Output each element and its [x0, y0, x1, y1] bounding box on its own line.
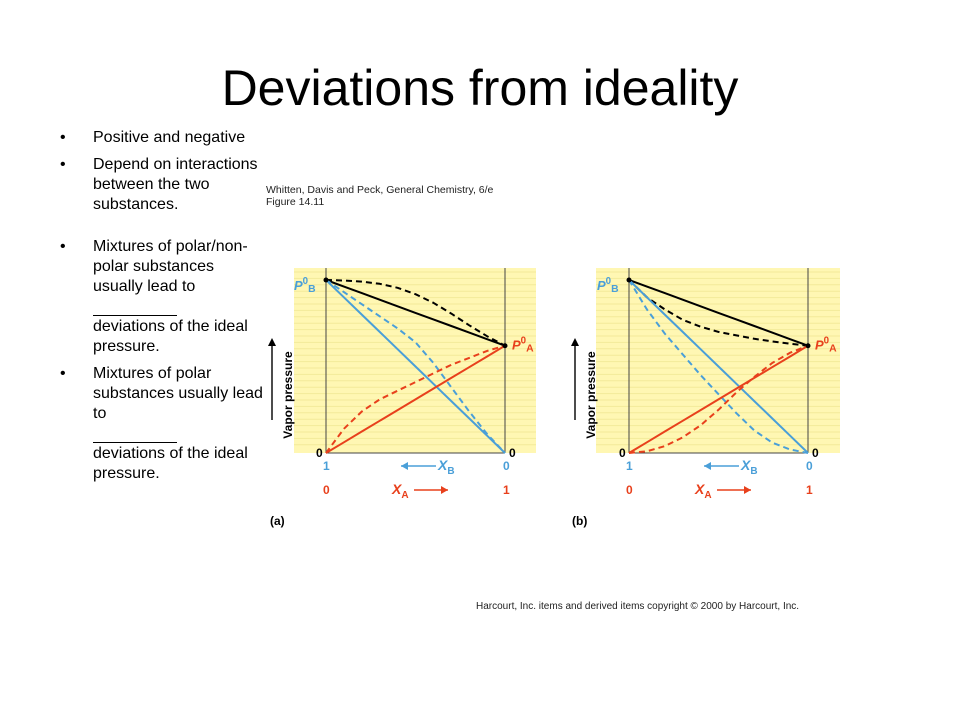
copyright-notice: Harcourt, Inc. items and derived items c… [476, 601, 800, 612]
curve-B-ideal [628, 279, 809, 454]
endpoint-P0B [626, 277, 632, 283]
xA-arrow-head [744, 486, 751, 494]
y-zero-left: 0 [619, 446, 626, 460]
caption-figure-number: Figure 14.11 [266, 196, 325, 208]
xB-label: XB [740, 457, 758, 477]
curve-total-real [325, 279, 506, 347]
xA-tick-1: 1 [503, 483, 510, 497]
caption-source: Whitten, Davis and Peck, General Chemist… [266, 184, 494, 196]
y-arrow-head [571, 338, 579, 346]
xB-tick-0: 0 [503, 459, 510, 473]
xA-tick-0: 0 [626, 483, 633, 497]
endpoint-P0A [805, 343, 811, 349]
label-P0B: P0B [597, 276, 619, 295]
bullet-item: Mixtures of polar substances usually lea… [60, 364, 265, 484]
bullet-text: deviations of the ideal pressure. [93, 445, 248, 482]
panel-label: (a) [270, 514, 285, 528]
curve-A-real [325, 344, 506, 454]
xA-label: XA [391, 481, 409, 501]
fill-in-blank [93, 297, 177, 316]
y-zero-right: 0 [509, 446, 516, 460]
bullet-item: Positive and negative [60, 128, 265, 148]
panel-background [294, 268, 536, 453]
bullet-text: Mixtures of polar/non-polar substances u… [93, 238, 248, 295]
xA-arrow-head [441, 486, 448, 494]
panel-label: (b) [572, 514, 587, 528]
curve-A-ideal [628, 344, 809, 454]
curve-A-real [628, 344, 809, 454]
slide-title: Deviations from ideality [221, 60, 739, 116]
y-axis-label: Vapor pressure [584, 351, 598, 439]
xB-tick-1: 1 [626, 459, 633, 473]
xB-tick-1: 1 [323, 459, 330, 473]
xA-tick-1: 1 [806, 483, 813, 497]
curve-A-ideal [325, 344, 506, 454]
bullet-list: Positive and negative Depend on interact… [60, 128, 265, 491]
xB-arrow-head [704, 462, 711, 470]
panel-background [596, 268, 840, 453]
xA-label: XA [694, 481, 712, 501]
curve-total-real [628, 279, 809, 347]
bullet-item: Depend on interactions between the two s… [60, 155, 265, 215]
bullet-text: deviations of the ideal pressure. [93, 318, 248, 355]
label-P0A: P0A [512, 336, 534, 355]
y-axis-label: Vapor pressure [281, 351, 295, 439]
xB-tick-0: 0 [806, 459, 813, 473]
y-zero-right: 0 [812, 446, 819, 460]
label-P0A: P0A [815, 336, 837, 355]
endpoint-P0B [323, 277, 329, 283]
curve-B-ideal [325, 279, 506, 454]
endpoint-P0A [502, 343, 508, 349]
fill-in-blank [93, 424, 177, 443]
curve-total-ideal [628, 279, 809, 347]
curve-total-ideal [325, 279, 506, 347]
curve-B-real [628, 279, 809, 454]
label-P0B: P0B [294, 276, 316, 295]
xB-label: XB [437, 457, 455, 477]
y-zero-left: 0 [316, 446, 323, 460]
xA-tick-0: 0 [323, 483, 330, 497]
xB-arrow-head [401, 462, 408, 470]
bullet-item: Mixtures of polar/non-polar substances u… [60, 237, 265, 357]
bullet-text: Mixtures of polar substances usually lea… [93, 365, 263, 422]
figure-caption: Whitten, Davis and Peck, General Chemist… [266, 184, 493, 208]
y-arrow-head [268, 338, 276, 346]
